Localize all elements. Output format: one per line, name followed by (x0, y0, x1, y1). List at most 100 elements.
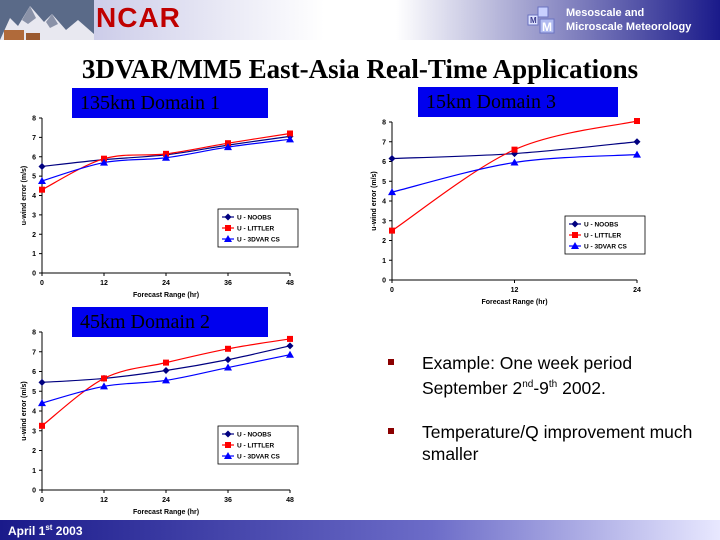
legend-entry: U - LITTLER (584, 233, 621, 240)
legend-entry: U - NOOBS (237, 215, 272, 222)
triangle-marker (286, 350, 294, 358)
diamond-marker (38, 162, 46, 170)
diamond-marker (224, 356, 232, 364)
bullet-item: Example: One week period September 2nd-9… (384, 352, 704, 399)
y-tick-label: 6 (32, 154, 36, 161)
x-tick-label: 48 (286, 280, 294, 287)
triangle-marker (100, 158, 108, 166)
y-tick-label: 0 (32, 488, 36, 495)
svg-text:M: M (530, 16, 537, 25)
y-tick-label: 0 (382, 278, 386, 285)
triangle-marker (224, 235, 232, 242)
y-tick-label: 0 (32, 271, 36, 278)
legend-entry: U - LITTLER (237, 226, 274, 233)
mmm-logo-icon: M M (527, 6, 555, 34)
y-axis-label: u-wind error (m/s) (371, 171, 378, 231)
footer-date-text: April 1 (8, 524, 46, 538)
y-tick-label: 6 (32, 369, 36, 376)
square-marker (225, 442, 231, 448)
x-tick-label: 36 (224, 280, 232, 287)
square-marker (163, 359, 169, 366)
triangle-marker (224, 143, 232, 151)
y-tick-label: 3 (382, 218, 386, 225)
diamond-marker (286, 342, 294, 350)
footer-date-sup: st (45, 523, 53, 532)
x-tick-label: 12 (511, 287, 519, 294)
y-tick-label: 5 (382, 179, 386, 186)
footer-date-text: 2003 (52, 524, 83, 538)
y-tick-label: 3 (32, 428, 36, 435)
triangle-marker (38, 399, 46, 407)
square-marker (225, 345, 231, 352)
triangle-marker (388, 188, 396, 196)
x-tick-label: 24 (162, 497, 170, 504)
y-tick-label: 2 (382, 238, 386, 245)
diamond-marker (162, 367, 170, 375)
y-tick-label: 8 (32, 116, 36, 123)
square-marker (39, 422, 45, 429)
legend-entry: U - NOOBS (237, 432, 272, 439)
x-tick-label: 36 (224, 497, 232, 504)
bullet-square-icon (388, 427, 394, 434)
y-tick-label: 3 (32, 212, 36, 219)
triangle-marker (633, 150, 641, 158)
legend-entry: U - NOOBS (584, 222, 619, 229)
division-line-1: Mesoscale and (566, 7, 645, 19)
x-tick-label: 12 (100, 497, 108, 504)
square-marker (389, 227, 395, 234)
mountain-logo-icon (0, 0, 94, 40)
y-tick-label: 8 (32, 330, 36, 337)
x-tick-label: 24 (633, 287, 641, 294)
triangle-marker (224, 452, 232, 459)
y-tick-label: 7 (32, 135, 36, 142)
bullet-square-icon (388, 359, 394, 365)
y-tick-label: 1 (32, 251, 36, 258)
footer-date: April 1st 2003 (8, 523, 83, 538)
legend-entry: U - 3DVAR CS (237, 454, 281, 461)
diamond-marker (38, 378, 46, 386)
square-marker (287, 335, 293, 342)
x-axis-label: Forecast Range (hr) (133, 292, 199, 299)
legend-entry: U - LITTLER (237, 443, 274, 450)
square-marker (634, 118, 640, 125)
bullet-text: Temperature/Q improvement much smaller (422, 421, 693, 464)
x-tick-label: 24 (162, 280, 170, 287)
diamond-marker (633, 138, 641, 146)
y-tick-label: 7 (382, 139, 386, 146)
y-tick-label: 1 (32, 468, 36, 475)
diamond-marker (388, 155, 396, 163)
triangle-marker (224, 363, 232, 371)
y-tick-label: 4 (32, 193, 36, 200)
y-tick-label: 8 (382, 120, 386, 127)
y-tick-label: 4 (32, 409, 36, 416)
y-tick-label: 7 (32, 349, 36, 356)
bullet-text: 2002. (557, 377, 606, 398)
bullet-list: Example: One week period September 2nd-9… (384, 352, 704, 487)
y-tick-label: 4 (382, 199, 386, 206)
x-tick-label: 0 (390, 287, 394, 294)
division-line-2: Microscale Meteorology (566, 21, 692, 33)
y-axis-label: u-wind error (m/s) (21, 166, 28, 226)
diamond-marker (571, 220, 579, 228)
diamond-marker (224, 430, 232, 438)
square-marker (572, 232, 578, 238)
x-tick-label: 0 (40, 280, 44, 287)
domain-3-label: 15km Domain 3 (418, 87, 618, 117)
page-title: 3DVAR/MM5 East-Asia Real-Time Applicatio… (81, 54, 639, 84)
x-tick-label: 0 (40, 497, 44, 504)
y-tick-label: 1 (382, 258, 386, 265)
x-axis-label: Forecast Range (hr) (481, 299, 547, 306)
triangle-marker (162, 376, 170, 384)
bullet-item: Temperature/Q improvement much smaller (384, 421, 704, 465)
y-tick-label: 5 (32, 174, 36, 181)
square-marker (287, 130, 293, 137)
triangle-marker (510, 158, 519, 166)
y-tick-label: 6 (382, 159, 386, 166)
y-tick-label: 2 (32, 448, 36, 455)
triangle-marker (162, 153, 170, 161)
triangle-marker (38, 176, 46, 184)
domain-1-label: 135km Domain 1 (72, 88, 268, 118)
legend-entry: U - 3DVAR CS (584, 244, 628, 251)
